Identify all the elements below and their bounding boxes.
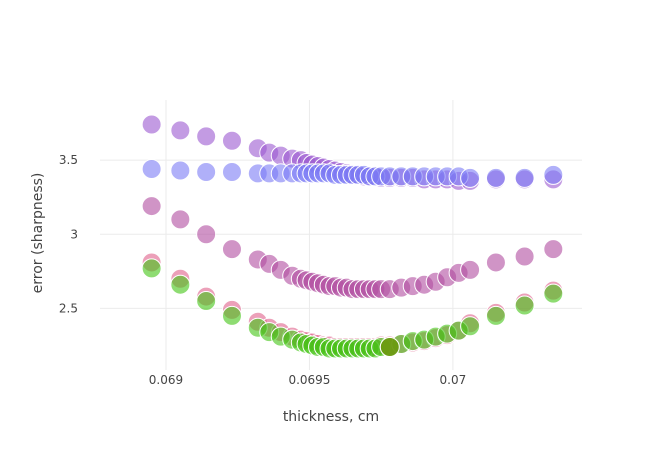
data-point xyxy=(543,283,564,304)
data-point xyxy=(485,252,506,273)
data-point xyxy=(485,167,506,188)
data-point xyxy=(460,167,481,188)
data-point xyxy=(221,305,242,326)
data-point xyxy=(514,167,535,188)
data-point xyxy=(514,295,535,316)
data-point xyxy=(141,158,162,179)
data-point xyxy=(196,224,217,245)
x-tick-label: 0.069 xyxy=(149,373,183,387)
series-3 xyxy=(141,196,564,300)
data-point xyxy=(460,316,481,337)
y-tick-label: 2.5 xyxy=(59,301,78,315)
data-point xyxy=(141,258,162,279)
series-2 xyxy=(141,158,564,188)
x-tick-label: 0.07 xyxy=(440,373,467,387)
highlighted-data-point xyxy=(379,337,400,358)
x-axis-title: thickness, cm xyxy=(283,409,379,425)
y-tick-label: 3.5 xyxy=(59,153,78,167)
y-tick-label: 3 xyxy=(70,227,78,241)
x-tick-labels: 0.069 0.0695 0.07 xyxy=(149,373,466,387)
x-tick-label: 0.0695 xyxy=(288,373,330,387)
data-point xyxy=(221,239,242,260)
data-point xyxy=(170,160,191,181)
data-point xyxy=(221,130,242,151)
data-point xyxy=(543,239,564,260)
data-point xyxy=(514,246,535,267)
data-point xyxy=(170,120,191,141)
data-point xyxy=(460,259,481,280)
y-tick-labels: 2.5 3 3.5 xyxy=(59,153,78,315)
data-point xyxy=(141,114,162,135)
data-point xyxy=(170,209,191,230)
data-point xyxy=(141,196,162,217)
data-point xyxy=(170,274,191,295)
data-point xyxy=(543,164,564,185)
data-point xyxy=(485,305,506,326)
data-points xyxy=(141,114,564,359)
y-axis-title: error (sharpness) xyxy=(30,173,46,294)
data-point xyxy=(221,161,242,182)
series-5 xyxy=(141,258,564,359)
data-point xyxy=(196,161,217,182)
data-point xyxy=(196,291,217,312)
data-point xyxy=(196,126,217,147)
